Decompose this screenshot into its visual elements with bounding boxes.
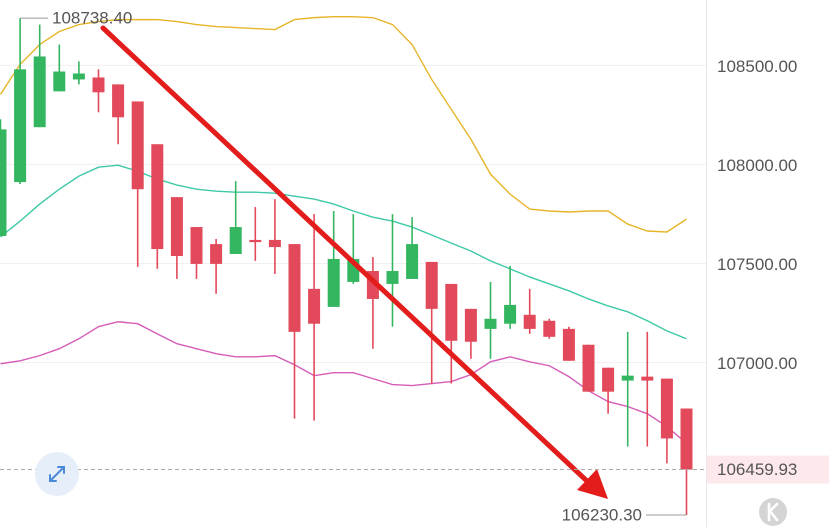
candle-body bbox=[170, 197, 183, 256]
expand-icon bbox=[49, 466, 65, 482]
band-line bbox=[0, 164, 687, 340]
y-tick-label: 108500.00 bbox=[717, 57, 797, 76]
candle-body bbox=[190, 227, 203, 264]
bands-layer bbox=[0, 15, 687, 444]
last-price-label: 106459.93 bbox=[717, 460, 797, 479]
candle-body bbox=[112, 84, 125, 118]
band-line bbox=[0, 15, 687, 233]
candle-body bbox=[0, 129, 7, 236]
last-price-badge bbox=[707, 455, 829, 484]
candle-body bbox=[151, 144, 164, 250]
labels-layer: 108500.00 108000.00 107500.00 107000.00 1087… bbox=[0, 9, 829, 525]
candle-body bbox=[425, 261, 438, 309]
arrow-shaft bbox=[100, 25, 591, 485]
y-tick-label: 108000.00 bbox=[717, 156, 797, 175]
candle-body bbox=[92, 77, 105, 93]
candle-body bbox=[445, 283, 458, 341]
candle-body bbox=[229, 227, 242, 254]
logo-icon bbox=[767, 502, 779, 522]
candle-body bbox=[660, 378, 673, 439]
candle-body bbox=[210, 244, 223, 264]
grid-layer bbox=[0, 64, 706, 364]
candle-body bbox=[641, 376, 654, 381]
candle-body bbox=[386, 271, 399, 284]
candle-body bbox=[523, 314, 536, 329]
candle-body bbox=[131, 101, 144, 190]
max-annotation: 108738.40 bbox=[52, 9, 132, 28]
expand-button[interactable] bbox=[35, 452, 79, 496]
candle-body bbox=[543, 320, 556, 337]
arrow-head bbox=[577, 469, 608, 499]
logo-bg[interactable] bbox=[759, 498, 787, 526]
y-tick-label: 107500.00 bbox=[717, 255, 797, 274]
min-annotation: 106230.30 bbox=[562, 506, 642, 525]
candle-body bbox=[621, 375, 634, 381]
candle-body bbox=[308, 288, 321, 324]
candle-body bbox=[53, 71, 66, 92]
candle-body bbox=[602, 367, 615, 392]
candle-body bbox=[484, 318, 497, 329]
band-line bbox=[0, 321, 687, 444]
logo-button[interactable] bbox=[759, 498, 787, 526]
candle-body bbox=[72, 73, 85, 80]
candle-body bbox=[582, 344, 595, 392]
candle-body bbox=[406, 244, 419, 279]
candle-body bbox=[562, 328, 575, 361]
trend-arrow bbox=[100, 25, 608, 499]
candle-body bbox=[288, 244, 301, 332]
y-tick-label: 107000.00 bbox=[717, 354, 797, 373]
candle-body bbox=[327, 258, 340, 307]
candle-body bbox=[268, 239, 281, 248]
candles-layer bbox=[0, 18, 693, 516]
candle-body bbox=[464, 308, 477, 342]
candle-body bbox=[680, 408, 693, 470]
candle-body bbox=[504, 304, 517, 324]
candle-body bbox=[249, 239, 262, 243]
candle-body bbox=[14, 69, 27, 183]
candle-body bbox=[33, 56, 46, 128]
